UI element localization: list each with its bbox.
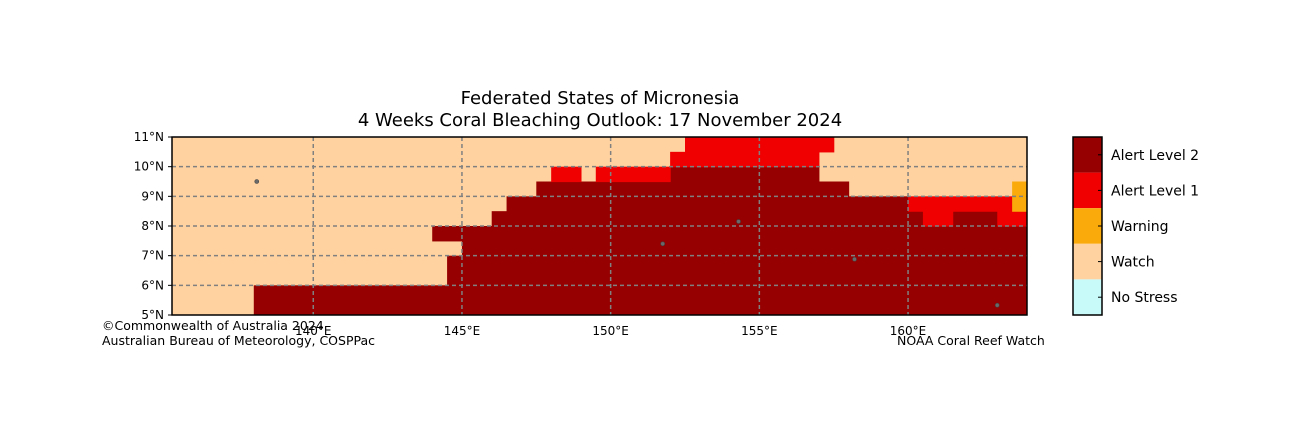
region-alert-level-2 — [536, 181, 850, 197]
legend-swatch-watch — [1073, 243, 1102, 280]
region-alert-level-2 — [253, 285, 448, 315]
legend-label: Alert Level 2 — [1111, 148, 1199, 164]
region-alert-level-1 — [551, 166, 582, 183]
region-alert-level-2 — [491, 211, 924, 227]
legend: Alert Level 2 Alert Level 1 Warning Watch No… — [1072, 136, 1199, 316]
lon-tick-label: 160°E — [890, 324, 927, 338]
lon-tick-label: 145°E — [444, 324, 481, 338]
island-ngulu — [254, 179, 260, 184]
legend-label: Watch — [1111, 255, 1155, 271]
region-alert-level-1 — [922, 211, 954, 227]
region-alert-level-2 — [506, 196, 909, 212]
legend-swatch-alert-level-2 — [1073, 137, 1102, 173]
island-namonuito — [736, 219, 741, 224]
region-alert-level-2 — [952, 211, 998, 227]
legend-frame — [1072, 136, 1103, 316]
lat-tick-label: 7°N — [141, 249, 164, 263]
credit-right: NOAA Coral Reef Watch — [897, 333, 1045, 348]
island-pohnpei — [852, 256, 857, 262]
map-title: Federated States of Micronesia 4 Weeks C… — [0, 88, 1200, 132]
credit-left: ©Commonwealth of Australia 2024 Australi… — [102, 318, 375, 348]
region-alert-level-2 — [670, 166, 820, 183]
region-alert-level-2 — [432, 226, 1027, 242]
legend-label: Warning — [1111, 219, 1169, 235]
title-outlook-date: 4 Weeks Coral Bleaching Outlook: 17 Nove… — [357, 110, 843, 131]
title-region: Federated States of Micronesia — [460, 88, 740, 109]
credit-agency: Australian Bureau of Meteorology, COSPPa… — [102, 333, 375, 348]
lat-tick-label: 6°N — [141, 278, 164, 292]
region-alert-level-1 — [908, 196, 1013, 212]
lat-tick-label: 9°N — [141, 189, 164, 203]
lon-tick-label: 155°E — [741, 324, 778, 338]
region-alert-level-1 — [670, 151, 820, 168]
legend-label: Alert Level 1 — [1111, 183, 1199, 199]
lon-tick-label: 140°E — [295, 324, 332, 338]
lat-tick-label: 11°N — [134, 130, 164, 144]
island-kosrae — [994, 302, 1000, 308]
legend-label: No Stress — [1111, 290, 1178, 306]
legend-swatch-warning — [1073, 208, 1102, 244]
credit-copyright: ©Commonwealth of Australia 2024 — [102, 318, 324, 333]
legend-swatch-no-stress — [1073, 279, 1102, 315]
lon-tick-label: 150°E — [592, 324, 629, 338]
lat-tick-label: 5°N — [141, 308, 164, 322]
axis-ticks: 5°N 6°N 7°N 8°N 9°N 10°N 11°N 140°E 145°E 150°E 15… — [134, 130, 927, 338]
region-alert-level-2 — [447, 255, 1027, 315]
region-alert-level-1 — [997, 211, 1027, 227]
region-alert-level-1 — [595, 166, 671, 183]
lat-tick-label: 8°N — [141, 219, 164, 233]
lat-tick-label: 10°N — [134, 160, 164, 174]
island-chuuk — [660, 241, 665, 247]
graticule — [172, 137, 1027, 315]
region-alert-level-2 — [461, 240, 1027, 257]
legend-swatch-alert-level-1 — [1073, 172, 1102, 209]
